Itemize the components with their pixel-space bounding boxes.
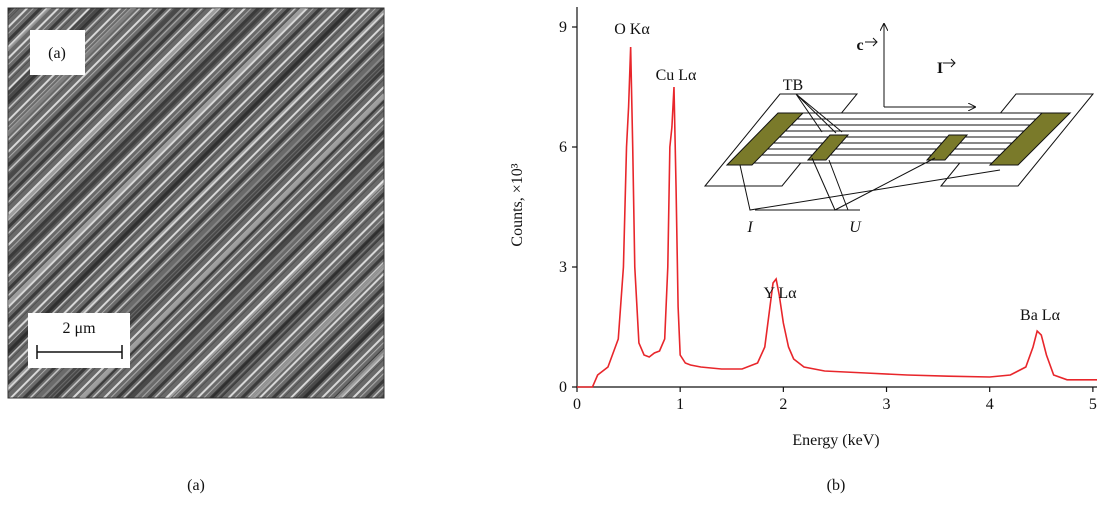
x-tick-label: 0 — [573, 396, 581, 413]
axes — [577, 7, 1097, 387]
caption: (b) — [827, 477, 846, 494]
caption: (a) — [187, 477, 205, 494]
peak-label: Ba Lα — [1020, 307, 1061, 324]
x-tick-label: 5 — [1089, 396, 1097, 413]
y-tick-label: 9 — [559, 19, 567, 36]
x-tick-label: 3 — [883, 396, 891, 413]
inset-label: TB — [783, 77, 803, 94]
peak-label: Cu Lα — [656, 67, 697, 84]
page: {"image_panel": {"label": "(a)", "scale_… — [0, 0, 1102, 500]
inset-label: c — [856, 37, 863, 54]
vector-arrow — [943, 59, 955, 67]
inset-label: I — [746, 219, 753, 236]
peak-label: Y Lα — [763, 285, 797, 302]
y-axis-title: Counts, ×10³ — [509, 163, 526, 246]
x-axis-title: Energy (keV) — [792, 432, 879, 449]
x-tick-label: 1 — [676, 396, 684, 413]
inset-label: U — [849, 219, 862, 236]
y-tick-label: 6 — [559, 139, 567, 156]
x-tick-label: 2 — [779, 396, 787, 413]
y-tick-label: 3 — [559, 259, 567, 276]
panel-label: (a) — [48, 45, 66, 62]
peak-label: O Kα — [614, 21, 650, 38]
figure: (a) 2 μm (a) (b) Energy (keV) Counts, ×1… — [0, 0, 1102, 500]
x-tick-label: 4 — [986, 396, 994, 413]
scale-bar-label: 2 μm — [62, 320, 96, 337]
vector-arrow — [865, 38, 877, 46]
inset-label: I — [937, 60, 943, 77]
y-tick-label: 0 — [559, 379, 567, 396]
inset-diagram — [705, 24, 1093, 210]
